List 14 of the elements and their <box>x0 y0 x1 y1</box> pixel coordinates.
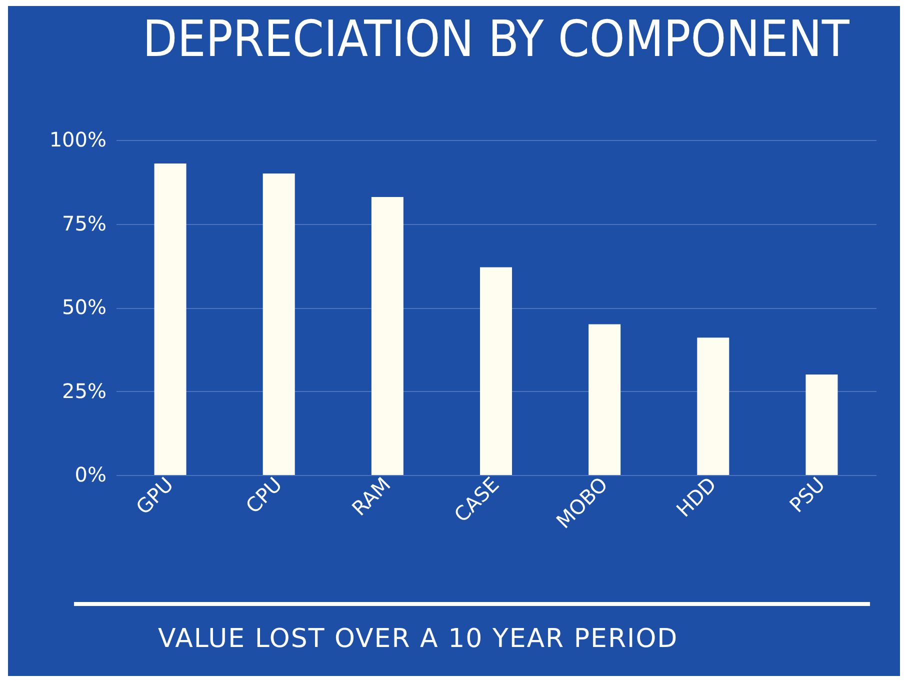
y-tick-label: 25% <box>62 378 106 403</box>
bar <box>371 196 404 475</box>
bar <box>480 267 512 475</box>
bar <box>697 338 730 475</box>
bar <box>806 374 838 475</box>
chart-title: DEPRECIATION BY COMPONENT <box>142 10 850 68</box>
y-tick-label: 100% <box>49 128 106 152</box>
y-tick-label: 75% <box>62 211 106 236</box>
text: VALUE LOST OVER A 10 YEAR PERIOD <box>158 624 678 654</box>
bar <box>154 163 186 475</box>
y-tick-label: 0% <box>74 462 106 486</box>
bar <box>588 324 621 475</box>
y-tick-label: 50% <box>62 295 106 319</box>
bar <box>262 174 295 475</box>
